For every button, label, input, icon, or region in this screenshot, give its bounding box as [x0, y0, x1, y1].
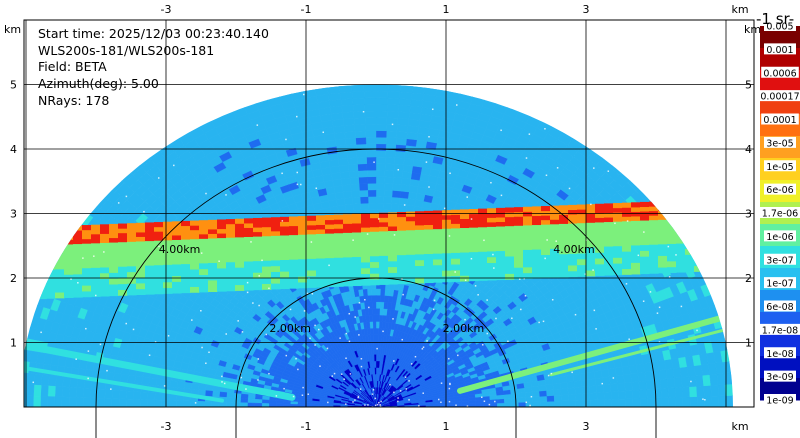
- range-ring-label: 4.00km: [159, 243, 201, 256]
- y-unit-label: km: [744, 23, 761, 36]
- backscatter-fan: [24, 84, 733, 407]
- colorbar-label-bg: [764, 160, 796, 172]
- colorbar-label: 1e-09: [766, 396, 793, 407]
- colorbar-label: 1e-08: [766, 349, 793, 360]
- nrays-text: NRays: 178: [38, 93, 110, 108]
- plot-frame: [23, 19, 755, 408]
- x-unit-label: km: [731, 420, 748, 433]
- colorbar-label: 3e-05: [766, 138, 793, 149]
- colorbar-label-bg: [764, 253, 796, 265]
- axis-ticks: -3 -3 -1 -1 1 1 3 3 km km km km 1 1 2 2 3 3 4 4 5 5: [4, 3, 761, 433]
- colorbar-label: 6e-08: [766, 302, 793, 313]
- colorbar-label-bg: [758, 90, 800, 102]
- y-tick-label: 1: [745, 337, 752, 350]
- colorbar-label: 6e-06: [766, 185, 793, 196]
- colorbar-units: -1 sr-: [756, 10, 795, 28]
- colorbar: 0.005 0.001 0.0006 0.00017 0.0001 3e-05 1e-05 6…: [758, 20, 800, 407]
- colorbar-label-bg: [761, 66, 799, 78]
- colorbar-label: 1.7e-08: [762, 325, 798, 336]
- colorbar-label-bg: [764, 394, 796, 405]
- y-tick-label: 2: [10, 272, 17, 285]
- azimuth-text: Azimuth(deg): 5.00: [38, 76, 159, 91]
- x-tick-label: -1: [301, 420, 312, 433]
- y-tick-label: 4: [10, 143, 17, 156]
- colorbar-label-bg: [761, 113, 799, 125]
- colorbar-label: 3e-07: [766, 255, 793, 266]
- colorbar-label: 1e-05: [766, 162, 793, 173]
- range-ring-label: 4.00km: [553, 243, 595, 256]
- y-unit-label: km: [4, 23, 21, 36]
- x-tick-label: 3: [583, 420, 590, 433]
- y-tick-label: 4: [745, 143, 752, 156]
- y-tick-label: 5: [745, 79, 752, 92]
- x-unit-label: km: [731, 3, 748, 16]
- colorbar-label-bg: [764, 230, 796, 242]
- colorbar-label: 0.00017: [760, 92, 799, 103]
- range-rings: 2.00km 2.00km 4.00km 4.00km: [95, 148, 657, 438]
- y-tick-label: 5: [10, 79, 17, 92]
- colorbar-label: 1e-06: [766, 232, 793, 243]
- range-ring-label: 2.00km: [443, 322, 485, 335]
- y-tick-label: 3: [10, 208, 17, 221]
- range-ring-label: 2.00km: [269, 322, 311, 335]
- x-tick-label: 1: [443, 420, 450, 433]
- colorbar-label: 3e-09: [766, 372, 793, 383]
- colorbar-label-bg: [764, 370, 796, 382]
- colorbar-label: 1e-07: [766, 279, 793, 290]
- colorbar-label-bg: [764, 43, 796, 55]
- colorbar-label-bg: [764, 20, 796, 31]
- colorbar-label-bg: [764, 300, 796, 312]
- colorbar-label-bg: [764, 136, 796, 148]
- colorbar-label-bg: [758, 323, 800, 335]
- instrument-text: WLS200s-181/WLS200s-181: [38, 43, 215, 58]
- x-tick-label: 3: [583, 3, 590, 16]
- colorbar-label-bg: [764, 347, 796, 359]
- x-tick-label: 1: [443, 3, 450, 16]
- x-tick-label: -3: [161, 3, 172, 16]
- field-text: Field: BETA: [38, 59, 107, 74]
- colorbar-label-bg: [764, 183, 796, 195]
- start-time-text: Start time: 2025/12/03 00:23:40.140: [38, 26, 269, 41]
- colorbar-label-bg: [764, 277, 796, 289]
- colorbar-label: 0.0006: [763, 68, 796, 79]
- x-tick-label: -1: [301, 3, 312, 16]
- y-tick-label: 3: [745, 208, 752, 221]
- colorbar-label: 0.0001: [763, 115, 796, 126]
- x-tick-label: -3: [161, 420, 172, 433]
- y-tick-label: 2: [745, 272, 752, 285]
- colorbar-label: 0.005: [766, 22, 793, 33]
- y-tick-label: 1: [10, 337, 17, 350]
- colorbar-label: 1.7e-06: [762, 209, 798, 220]
- colorbar-segment: [760, 26, 800, 49]
- colorbar-label-bg: [758, 207, 800, 218]
- colorbar-label: 0.001: [766, 45, 793, 56]
